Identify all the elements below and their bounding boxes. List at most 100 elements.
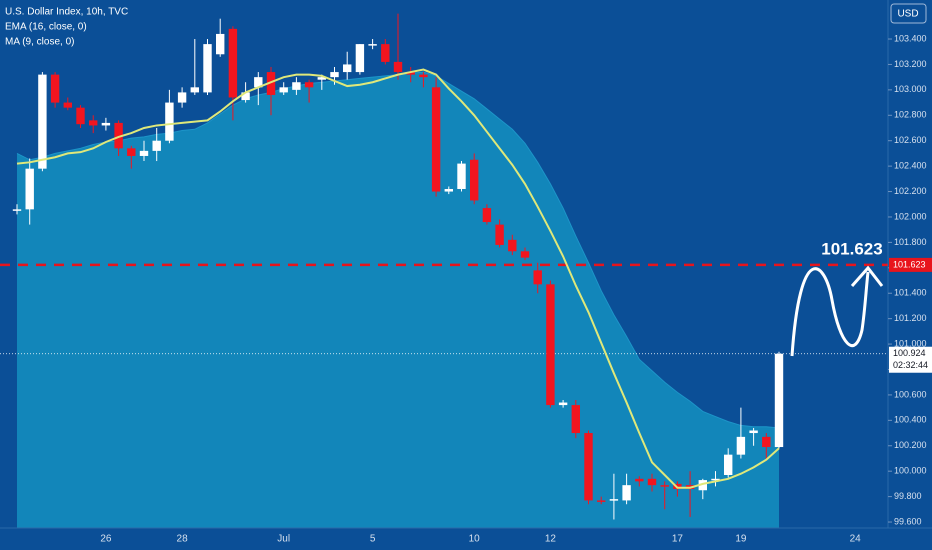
candle-body <box>482 208 492 223</box>
candle-body <box>89 120 98 126</box>
candle-body <box>266 72 276 95</box>
candle-body <box>216 33 225 55</box>
legend-entry: MA (9, close, 0) <box>5 37 74 48</box>
candle-body <box>304 82 314 88</box>
y-tick-label: 101.200 <box>894 313 927 323</box>
candle-body <box>330 72 339 78</box>
x-tick-label: 19 <box>735 534 747 545</box>
arrow-head <box>850 265 884 287</box>
candle-body <box>495 224 504 245</box>
candle-body <box>12 209 22 211</box>
candle-body <box>470 159 479 201</box>
level-label-box <box>889 257 932 272</box>
plot-area <box>0 13 888 528</box>
y-tick-label: 101.800 <box>894 237 927 247</box>
target-text: 101.623 <box>821 239 882 258</box>
candle-body <box>292 82 301 90</box>
candle-body <box>711 478 720 481</box>
candle-body <box>609 499 619 501</box>
candle-body <box>101 122 111 126</box>
y-tick-label: 100.400 <box>894 415 927 425</box>
y-tick-label: 99.600 <box>894 516 922 526</box>
ma-line <box>16 68 780 489</box>
candle-body <box>50 74 60 103</box>
candle-body <box>203 44 212 93</box>
candle-body <box>520 251 530 258</box>
candle-body <box>25 168 34 210</box>
y-tick-label: 102.600 <box>894 135 927 145</box>
candle-body <box>152 140 161 151</box>
candle-body <box>584 433 593 501</box>
candle-body <box>165 102 174 141</box>
candle-body <box>241 92 250 101</box>
candle-body <box>343 64 352 73</box>
candle-body <box>622 485 631 501</box>
candle-body <box>736 436 746 455</box>
candle-body <box>762 436 771 448</box>
price-label-box <box>889 346 932 373</box>
y-tick-label: 102.000 <box>894 211 927 221</box>
candle-body <box>254 77 263 88</box>
candle-body <box>558 402 568 406</box>
x-tick-label: 24 <box>850 534 862 545</box>
candle-body <box>508 239 517 252</box>
candle-body <box>177 92 187 103</box>
candle-body <box>444 189 453 192</box>
y-tick-label: 101.400 <box>894 288 927 298</box>
candle-body <box>127 148 136 156</box>
candle-body <box>76 107 85 125</box>
candle-body <box>774 353 784 448</box>
currency-label: USD <box>897 9 918 20</box>
x-tick-label: 17 <box>672 534 684 545</box>
candle-body <box>533 270 542 285</box>
x-tick-label: 28 <box>177 534 189 545</box>
level-label: 101.623 <box>893 259 926 269</box>
candle-body <box>228 28 238 98</box>
candle-body <box>317 77 326 80</box>
candle-body <box>597 500 606 502</box>
y-tick-label: 99.800 <box>894 491 922 501</box>
y-tick-label: 102.800 <box>894 110 927 120</box>
candle-body <box>546 284 555 406</box>
candle-body <box>393 61 403 73</box>
candle-body <box>457 163 466 190</box>
y-tick-label: 103.200 <box>894 59 927 69</box>
y-tick-label: 102.400 <box>894 161 927 171</box>
x-tick-label: 5 <box>370 534 376 545</box>
y-tick-label: 101.000 <box>894 338 927 348</box>
candle-body <box>419 74 428 78</box>
candle-body <box>190 87 199 93</box>
y-tick-label: 100.200 <box>894 440 927 450</box>
chart-title: U.S. Dollar Index, 10h, TVC <box>5 7 128 18</box>
candle-body <box>406 72 415 75</box>
candle-body <box>749 430 758 434</box>
candle-body <box>114 122 123 149</box>
candle-body <box>724 454 733 475</box>
candle-body <box>368 44 377 46</box>
y-tick-label: 100.000 <box>894 466 927 476</box>
candle-body <box>698 480 707 491</box>
ema-area <box>17 72 779 528</box>
y-tick-label: 103.000 <box>894 84 927 94</box>
y-tick-label: 103.400 <box>894 33 927 43</box>
candle-body <box>431 87 441 192</box>
candle-body <box>139 150 149 156</box>
projection-arrow <box>790 267 870 357</box>
x-tick-label: 10 <box>469 534 481 545</box>
price-label: 100.924 <box>893 348 926 358</box>
candle-body <box>647 478 657 486</box>
x-tick-label: 12 <box>545 534 557 545</box>
candle-body <box>63 102 72 108</box>
candle-body <box>571 405 580 434</box>
legend-entry: EMA (16, close, 0) <box>5 22 87 33</box>
y-tick-label: 102.200 <box>894 186 927 196</box>
y-tick-label: 100.600 <box>894 389 927 399</box>
candle-body <box>635 478 644 482</box>
candle-body <box>38 74 47 169</box>
candle-body <box>355 44 365 73</box>
currency-button[interactable] <box>890 3 927 24</box>
countdown-label: 02:32:44 <box>893 360 928 370</box>
x-tick-label: Jul <box>277 534 290 545</box>
candle-body <box>660 485 669 487</box>
